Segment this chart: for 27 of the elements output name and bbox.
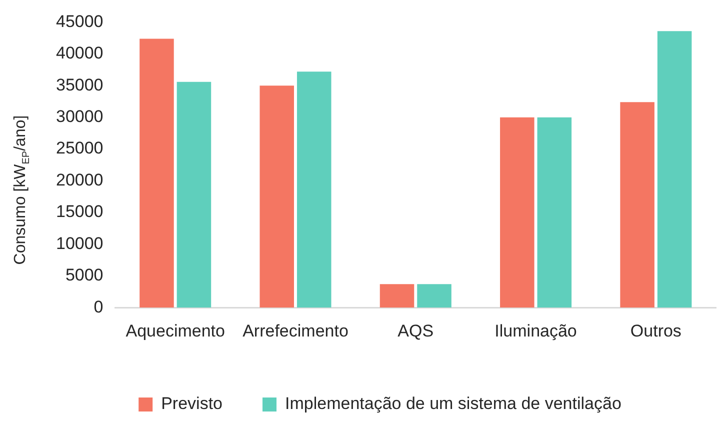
y-tick-label: 25000 [56,138,104,158]
y-tick-label: 40000 [56,44,104,63]
y-tick-label: 20000 [56,170,104,190]
bar [500,117,534,308]
x-tick-label: Arrefecimento [242,321,348,340]
bar [176,82,212,308]
y-tick-label: 35000 [56,75,104,94]
bar [657,31,692,308]
y-tick-label: 15000 [56,202,104,222]
x-tick-label: Aquecimento [126,321,225,340]
bar [620,102,654,308]
legend-label: Previsto [161,394,223,414]
legend-label: Implementação de um sistema de ventilação [285,394,622,414]
y-tick-label: 45000 [56,12,104,31]
bar [296,72,332,308]
bar [380,284,414,308]
y-tick-label: 30000 [56,107,104,126]
bar [537,117,572,308]
bar [140,38,174,308]
x-tick-label: AQS [398,321,434,340]
y-tick-label: 0 [94,297,104,316]
x-tick-label: Outros [630,321,682,340]
bar [260,86,294,308]
bar [417,284,452,308]
x-tick-label: Iluminação [494,321,577,340]
y-tick-label: 5000 [65,266,104,285]
y-tick-label: 10000 [56,234,104,253]
